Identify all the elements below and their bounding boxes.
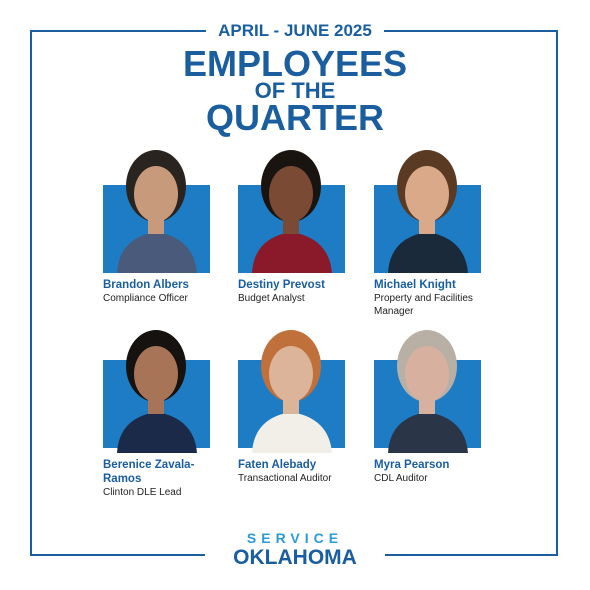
photo — [117, 330, 197, 453]
employee-role: Property and Facilities Manager — [374, 293, 473, 317]
employee-name: Faten Alebady — [238, 459, 317, 471]
employee-card: Destiny Prevost Budget Analyst — [238, 140, 348, 320]
title-line: QUARTER — [206, 97, 384, 138]
title-line: EMPLOYEES — [182, 43, 408, 84]
employee-card: Myra Pearson CDL Auditor — [374, 320, 484, 500]
photo — [117, 150, 197, 273]
employee-role: Compliance Officer — [103, 293, 188, 304]
employee-role: Budget Analyst — [238, 293, 305, 304]
employee-name: Berenice Zavala-Ramos — [103, 459, 195, 485]
photo — [388, 330, 468, 453]
employee-name: Michael Knight — [374, 279, 456, 291]
employee-card: Michael Knight Property and Facilities Ma… — [374, 140, 484, 320]
period-wrap: APRIL - JUNE 2025 — [0, 20, 590, 42]
photo — [252, 150, 332, 273]
employee-name: Brandon Albers — [103, 279, 189, 291]
title-line: OF THE — [254, 78, 336, 103]
employee-card: Faten Alebady Transactional Auditor — [238, 320, 348, 500]
logo: SERVICE OKLAHOMA — [205, 530, 385, 570]
photo — [388, 150, 468, 273]
employee-name: Myra Pearson — [374, 459, 450, 471]
brand-bottom: OKLAHOMA — [233, 546, 357, 569]
employee-name: Destiny Prevost — [238, 279, 325, 291]
employee-role: CDL Auditor — [374, 473, 428, 484]
period: APRIL - JUNE 2025 — [206, 21, 384, 40]
employee-role: Transactional Auditor — [238, 473, 332, 484]
brand-top: SERVICE — [246, 530, 344, 546]
photo — [252, 330, 332, 453]
employee-card: Brandon Albers Compliance Officer — [103, 140, 213, 320]
employee-card: Berenice Zavala-Ramos Clinton DLE Lead — [103, 320, 213, 500]
employee-role: Clinton DLE Lead — [103, 487, 182, 498]
